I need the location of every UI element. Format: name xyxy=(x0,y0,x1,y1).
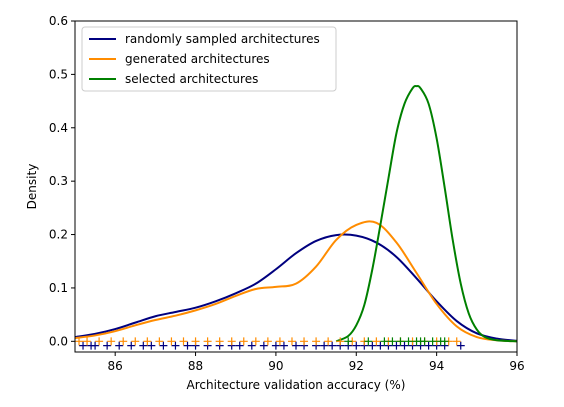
x-tick-label: 86 xyxy=(108,359,123,373)
rug-mark-1-7 xyxy=(155,337,164,346)
rug-mark-0-36 xyxy=(424,341,433,350)
rug-mark-1-5 xyxy=(131,337,140,346)
rug-mark-0-23 xyxy=(320,341,329,350)
legend-label: selected architectures xyxy=(125,72,258,86)
rug-mark-0-30 xyxy=(376,341,385,350)
rug-mark-1-1 xyxy=(83,337,92,346)
x-tick-label: 88 xyxy=(188,359,203,373)
legend: randomly sampled architectures generated … xyxy=(81,26,337,92)
rug-mark-2-4 xyxy=(396,337,405,346)
y-tick-label: 0.5 xyxy=(49,67,68,81)
x-axis-label: Architecture validation accuracy (%) xyxy=(187,378,406,392)
rug-mark-0-19 xyxy=(279,341,288,350)
y-tick-label: 0.4 xyxy=(49,121,68,135)
plot-lines xyxy=(75,85,517,343)
rug-mark-0-9 xyxy=(171,341,180,350)
rug-mark-1-22 xyxy=(336,337,345,346)
x-tick-label: 96 xyxy=(509,359,524,373)
rug-mark-0-20 xyxy=(292,341,300,350)
rug-mark-1-12 xyxy=(215,337,224,346)
rug-mark-0-0 xyxy=(79,341,88,350)
rug-mark-0-17 xyxy=(259,341,268,350)
rug-mark-0-3 xyxy=(103,341,112,350)
rug-mark-0-8 xyxy=(159,341,168,350)
rug-mark-0-7 xyxy=(147,341,156,350)
rug-mark-2-0 xyxy=(344,337,353,346)
rug-mark-0-33 xyxy=(400,341,409,350)
rug-mark-2-11 xyxy=(440,337,449,346)
legend-label: generated architectures xyxy=(125,52,270,66)
rug-mark-0-24 xyxy=(328,341,337,350)
rug-mark-1-8 xyxy=(167,337,176,346)
y-tick-label: 0.3 xyxy=(49,174,68,188)
rug-mark-1-0 xyxy=(75,337,84,346)
y-tick-label: 0.0 xyxy=(49,334,68,348)
rug-mark-1-9 xyxy=(179,337,188,346)
rug-mark-1-25 xyxy=(372,337,381,346)
rug-mark-2-3 xyxy=(388,337,397,346)
rug-mark-1-16 xyxy=(263,337,272,346)
rug-mark-2-9 xyxy=(428,337,437,346)
y-tick-label: 0.2 xyxy=(49,228,68,242)
rug-mark-1-2 xyxy=(95,337,104,346)
rug-mark-0-32 xyxy=(392,341,401,350)
rug-mark-1-14 xyxy=(239,337,248,346)
rug-mark-1-11 xyxy=(203,337,212,346)
rug-mark-0-5 xyxy=(127,341,136,350)
rug-mark-2-5 xyxy=(404,337,413,346)
series-line-1 xyxy=(75,220,517,343)
series-line-2 xyxy=(335,85,517,343)
y-axis-ticks: 0.0 0.1 0.2 0.3 0.4 0.5 0.6 xyxy=(49,14,75,348)
rug-mark-1-3 xyxy=(107,337,116,346)
rug-mark-0-27 xyxy=(352,341,361,350)
rug-mark-1-18 xyxy=(287,337,296,346)
rug-mark-0-6 xyxy=(139,341,148,350)
rug-mark-2-2 xyxy=(380,337,389,346)
rug-mark-2-8 xyxy=(420,337,429,346)
rug-mark-0-4 xyxy=(115,341,124,350)
rug-mark-1-6 xyxy=(143,337,152,346)
y-tick-label: 0.6 xyxy=(49,14,68,28)
rug-mark-1-15 xyxy=(251,337,260,346)
rug-mark-1-19 xyxy=(300,337,309,346)
rug-mark-0-16 xyxy=(247,341,256,350)
rug-mark-0-10 xyxy=(183,341,192,350)
rug-mark-1-13 xyxy=(227,337,236,346)
rug-mark-0-39 xyxy=(456,341,465,350)
rug-mark-0-2 xyxy=(91,341,100,350)
rug-mark-1-20 xyxy=(312,337,321,346)
rug-mark-1-21 xyxy=(324,337,333,346)
rug-mark-0-29 xyxy=(368,341,377,350)
x-axis-ticks: 86 88 90 92 94 96 xyxy=(108,352,525,373)
rug-mark-1-17 xyxy=(275,337,284,346)
x-tick-label: 94 xyxy=(429,359,444,373)
rug-marks xyxy=(75,337,465,350)
series-line-0 xyxy=(75,233,517,342)
x-tick-label: 90 xyxy=(268,359,283,373)
rug-mark-0-18 xyxy=(271,341,280,350)
rug-mark-0-15 xyxy=(235,341,244,350)
legend-box xyxy=(81,26,337,92)
rug-mark-2-1 xyxy=(364,337,373,346)
legend-label: randomly sampled architectures xyxy=(125,32,320,46)
rug-mark-1-10 xyxy=(191,337,200,346)
axes-frame xyxy=(74,20,518,353)
y-tick-label: 0.1 xyxy=(49,281,68,295)
x-tick-label: 92 xyxy=(349,359,364,373)
rug-mark-1-32 xyxy=(452,337,461,346)
rug-mark-1-4 xyxy=(119,337,128,346)
y-axis-label: Density xyxy=(25,164,39,210)
